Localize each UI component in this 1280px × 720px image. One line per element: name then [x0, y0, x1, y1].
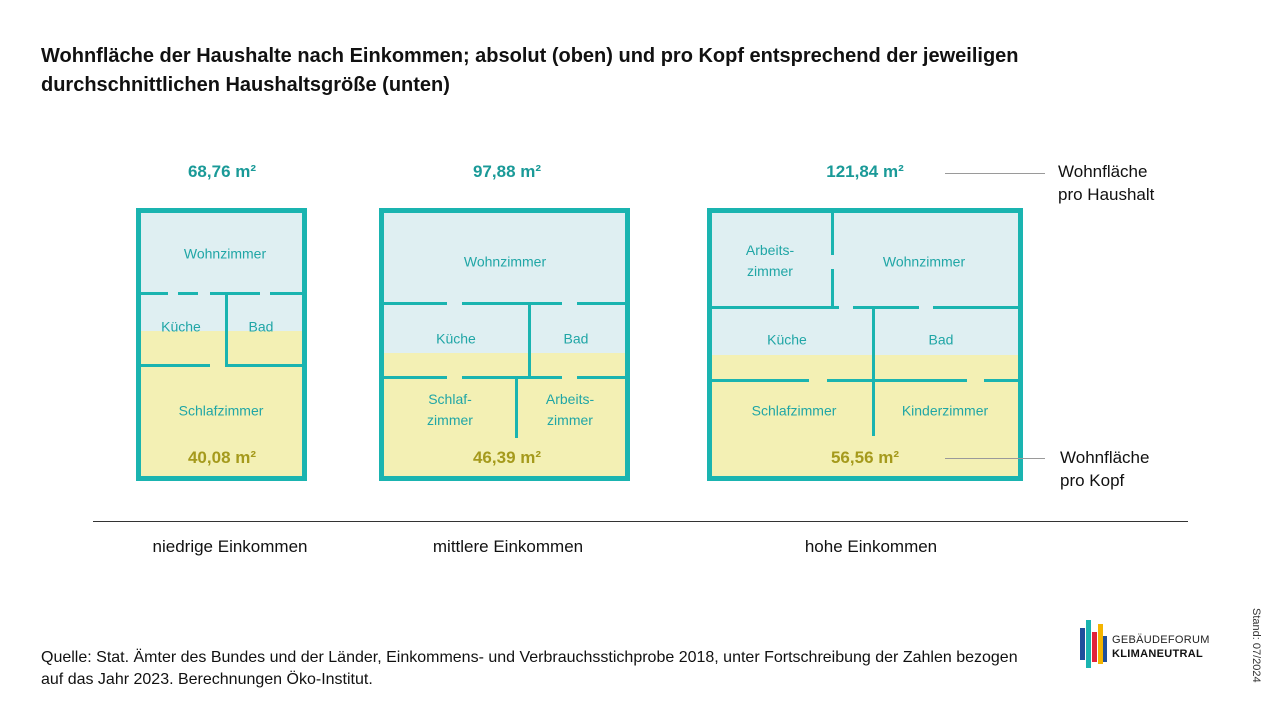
leader-line-household: [945, 173, 1045, 174]
house-mid-floorplan: Wohnzimmer Küche Bad Schlaf- zimmer Arbe…: [379, 208, 630, 481]
room-label: Wohnzimmer: [183, 245, 267, 262]
room-label: Küche: [161, 318, 201, 335]
room-label: Kinderzimmer: [901, 402, 989, 419]
source-note: Quelle: Stat. Ämter des Bundes und der L…: [41, 649, 1018, 688]
category-low: niedrige Einkommen: [152, 537, 308, 556]
house-high-area-per-capita: 56,56 m²: [830, 448, 900, 467]
chart-title: Wohnfläche der Haushalte nach Einkommen;…: [41, 45, 1019, 96]
room-label: Bad: [928, 331, 954, 348]
label-household: Wohnfläche pro Haushalt: [1058, 162, 1155, 204]
house-mid-area-per-capita: 46,39 m²: [472, 448, 542, 467]
room-label: Wohnzimmer: [463, 253, 547, 270]
category-mid: mittlere Einkommen: [432, 537, 584, 556]
room-label: Bad: [248, 318, 274, 335]
room-label: Bad: [563, 330, 589, 347]
logo-bars-icon: [1080, 620, 1107, 668]
logo-text-line2: KLIMANEUTRAL: [1112, 648, 1203, 660]
leader-line-per-capita: [945, 458, 1045, 459]
baseline: [93, 521, 1188, 522]
label-per-capita: Wohnfläche pro Kopf: [1060, 448, 1150, 490]
house-low-area-per-capita: 40,08 m²: [187, 448, 257, 467]
house-high-floorplan: Arbeits- zimmer Wohnzimmer Küche Bad Sch…: [707, 208, 1023, 481]
house-high-area-household: 121,84 m²: [826, 162, 904, 181]
room-label: Schlafzimmer: [751, 402, 837, 419]
room-label: Schlaf- zimmer: [427, 391, 473, 428]
category-high: hohe Einkommen: [804, 537, 938, 556]
house-mid-area-household: 97,88 m²: [472, 162, 542, 181]
stand-date: Stand: 07/2024: [1250, 608, 1262, 683]
house-low-area-household: 68,76 m²: [187, 162, 257, 181]
room-label: Arbeits- zimmer: [745, 242, 795, 279]
room-label: Küche: [767, 331, 807, 348]
logo-text-line1: GEBÄUDEFORUM: [1112, 634, 1210, 646]
room-label: Wohnzimmer: [882, 253, 966, 270]
logo: GEBÄUDEFORUM KLIMANEUTRAL: [1080, 618, 1220, 674]
room-label: Arbeits- zimmer: [545, 391, 595, 428]
room-label: Küche: [436, 330, 476, 347]
house-low-floorplan: Wohnzimmer Küche Bad Schlafzimmer: [136, 208, 307, 481]
room-label: Schlafzimmer: [178, 402, 264, 419]
